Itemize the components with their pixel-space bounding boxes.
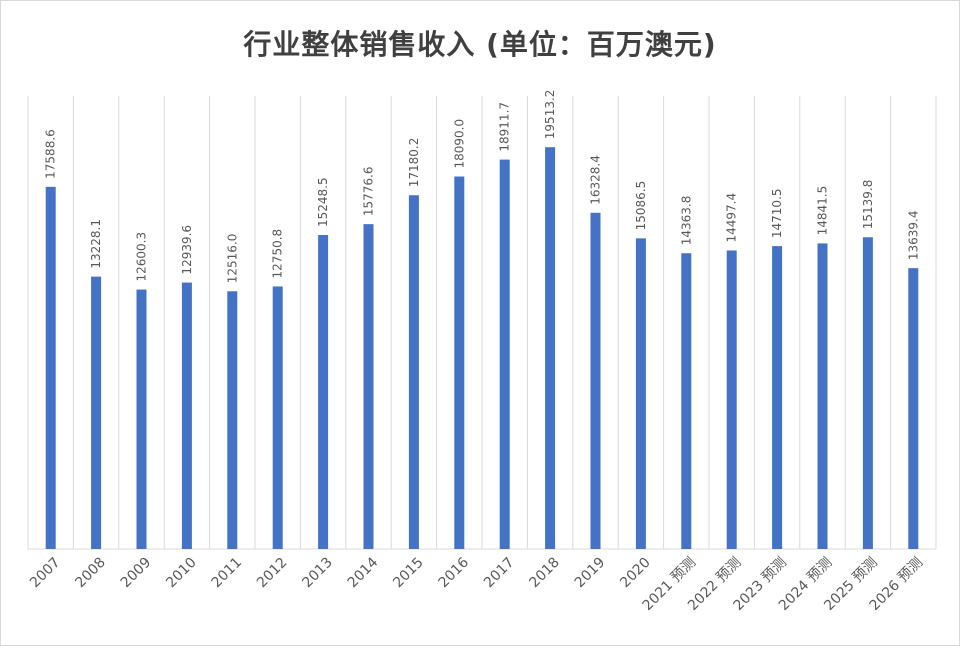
bar — [408, 195, 419, 549]
x-tick-label: 2016 — [436, 554, 473, 591]
x-tick-label: 2007 — [27, 555, 64, 592]
bar — [454, 176, 465, 550]
bar — [908, 268, 919, 549]
bar — [499, 159, 510, 549]
data-label: 14841.5 — [816, 186, 830, 236]
bar — [590, 212, 601, 550]
bar — [862, 237, 873, 549]
data-label: 14363.8 — [679, 196, 693, 246]
bar — [817, 243, 828, 549]
chart-title: 行业整体销售收入 (单位：百万澳元) — [243, 28, 717, 61]
data-label: 12939.6 — [180, 225, 194, 275]
data-label: 18090.0 — [452, 119, 466, 169]
bar — [363, 224, 374, 550]
bar — [545, 147, 556, 549]
data-label: 13639.4 — [906, 211, 920, 261]
data-label: 19513.2 — [543, 90, 557, 140]
x-tick-label: 2015 — [390, 555, 427, 592]
data-label: 15776.6 — [362, 167, 376, 217]
bar — [318, 235, 329, 549]
data-label: 12516.0 — [225, 234, 239, 284]
bar — [681, 253, 692, 549]
bar — [272, 286, 283, 549]
x-tick-label: 2017 — [481, 555, 518, 592]
data-label: 15139.8 — [861, 180, 875, 230]
data-label: 14710.5 — [770, 188, 784, 238]
data-label: 12600.3 — [135, 232, 149, 282]
data-label: 17588.6 — [44, 129, 58, 179]
data-label: 13228.1 — [89, 219, 103, 269]
data-label: 17180.2 — [407, 138, 421, 188]
data-label: 16328.4 — [589, 155, 603, 205]
x-tick-label: 2009 — [118, 555, 155, 592]
bar — [181, 282, 192, 549]
data-label: 15248.5 — [316, 177, 330, 227]
bar — [45, 186, 56, 550]
x-tick-label: 2013 — [299, 555, 336, 592]
data-label: 15086.5 — [634, 181, 648, 231]
x-tick-label: 2018 — [526, 555, 563, 592]
x-tick-label: 2010 — [163, 555, 200, 592]
bar — [726, 250, 737, 549]
data-label: 18911.7 — [498, 102, 512, 152]
x-tick-label: 2008 — [72, 555, 109, 592]
bar — [91, 276, 102, 549]
data-label: 14497.4 — [725, 193, 739, 243]
data-label: 12750.8 — [271, 229, 285, 279]
bar — [635, 238, 646, 549]
x-tick-label: 2012 — [254, 555, 291, 592]
x-tick-label: 2011 — [209, 555, 246, 592]
bar — [772, 246, 783, 550]
x-tick-label: 2014 — [345, 554, 382, 591]
bar — [227, 291, 238, 549]
x-tick-label: 2020 — [617, 555, 654, 592]
bar — [136, 289, 147, 549]
x-tick-label: 2019 — [572, 555, 609, 592]
